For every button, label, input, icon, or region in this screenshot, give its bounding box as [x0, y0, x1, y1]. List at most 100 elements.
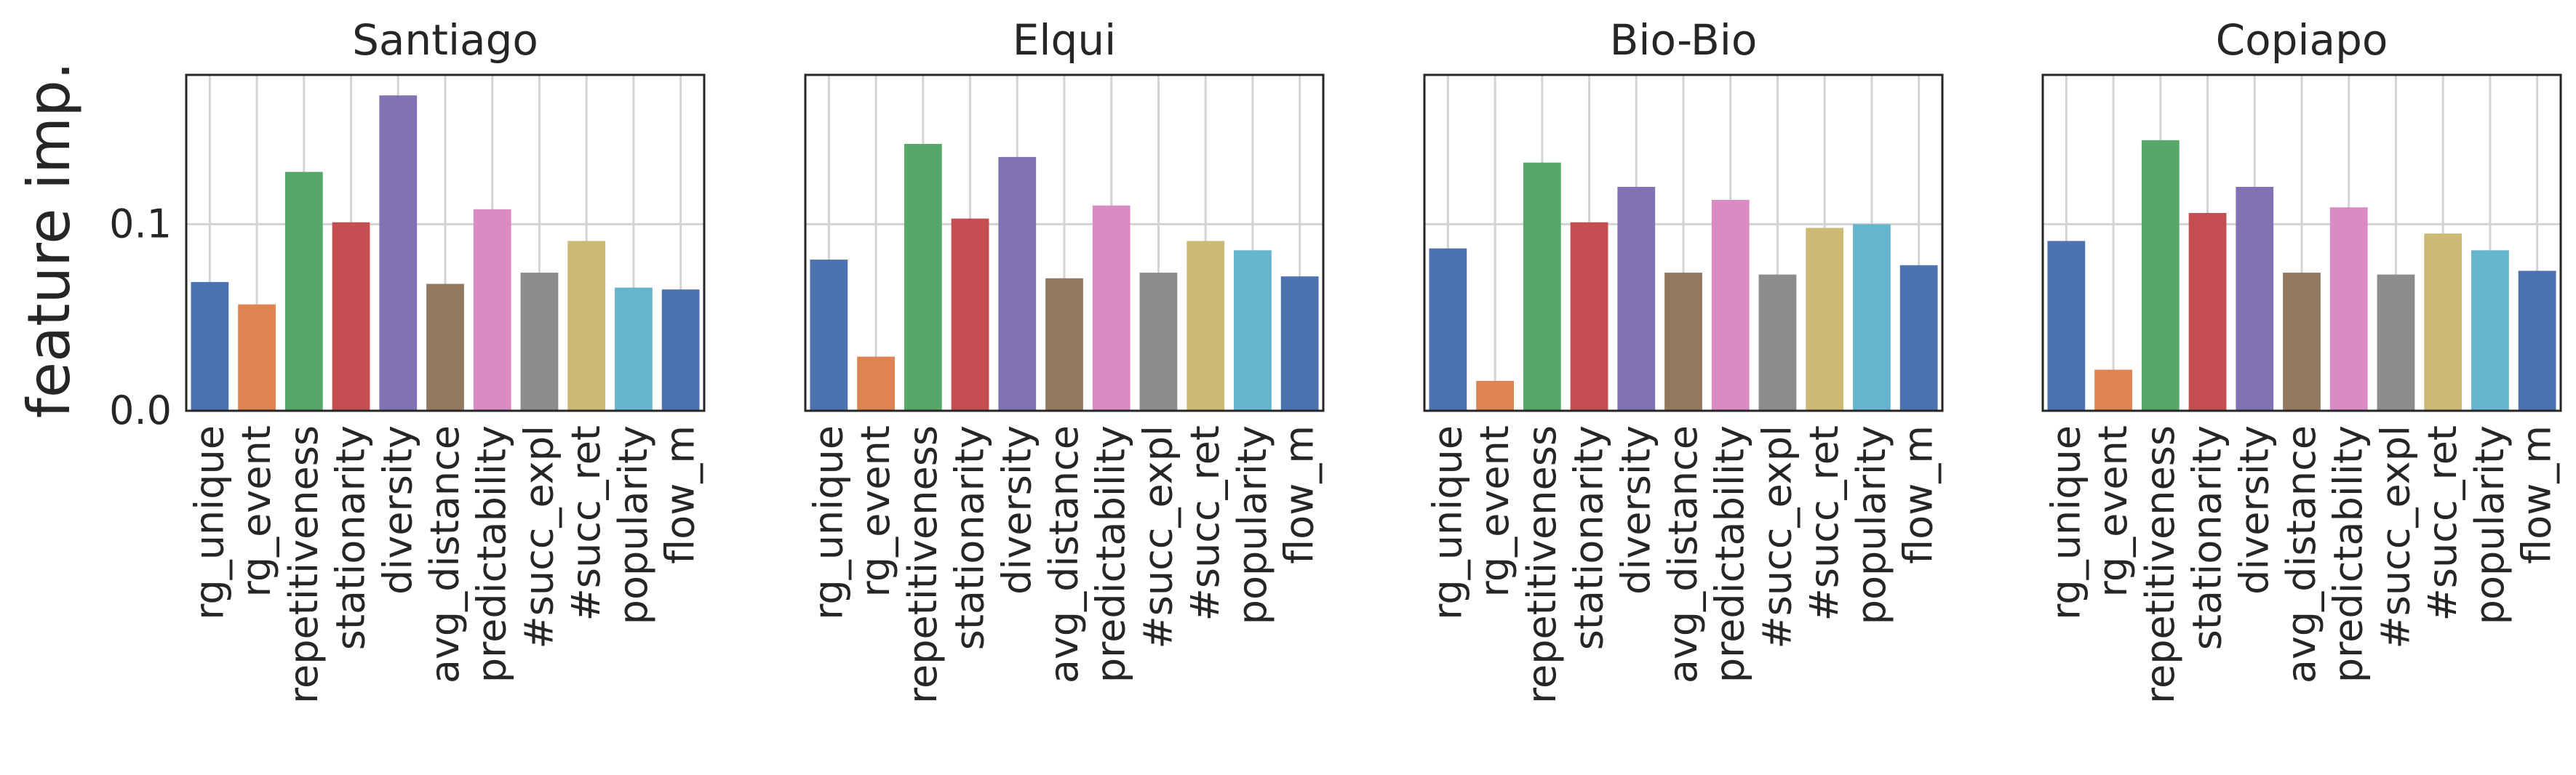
- x-tick-label: flow_m: [658, 425, 703, 564]
- x-tick-label: #succ_expl: [516, 425, 562, 649]
- bar-num-succ_expl: [1139, 273, 1178, 411]
- bar-diversity: [1617, 187, 1656, 411]
- bar-avg_distance: [1045, 278, 1083, 411]
- bar-popularity: [2471, 250, 2509, 411]
- x-tick-label: diversity: [994, 425, 1040, 595]
- bar-stationarity: [332, 222, 370, 411]
- bar-num-succ_expl: [2377, 274, 2415, 411]
- x-tick-label: #succ_ret: [563, 425, 609, 621]
- bar-repetitiveness: [904, 143, 942, 411]
- bar-repetitiveness: [2141, 140, 2180, 411]
- panel-elqui: Elqui rg_unique rg_event repetitiveness stat…: [804, 15, 1325, 704]
- x-tick-label: flow_m: [2514, 425, 2560, 564]
- x-tick-label: #succ_expl: [2372, 425, 2418, 649]
- x-tick-label: stationarity: [328, 425, 374, 650]
- x-tick-label: rg_unique: [805, 425, 851, 620]
- x-tick-label: avg_distance: [1041, 425, 1087, 683]
- panel-frame: [185, 73, 706, 412]
- bar-repetitiveness: [284, 172, 323, 411]
- y-tick-label: 0.1: [109, 201, 172, 246]
- bar-stationarity: [1570, 222, 1608, 411]
- bar-num-succ_ret: [1187, 241, 1225, 411]
- bar-avg_distance: [1664, 273, 1702, 411]
- x-tick-label: stationarity: [947, 425, 993, 650]
- bar-rg_unique: [191, 281, 229, 411]
- bar-num-succ_ret: [1806, 228, 1844, 411]
- bar-predictability: [2329, 207, 2368, 411]
- bar-flow_m: [1280, 276, 1319, 411]
- x-tick-label: popularity: [1229, 425, 1275, 625]
- bar-stationarity: [2188, 212, 2227, 411]
- panel-title: Santiago: [352, 15, 538, 65]
- bar-flow_m: [1899, 265, 1938, 411]
- x-tick-label: stationarity: [1566, 425, 1612, 650]
- x-tick-label: stationarity: [2185, 425, 2230, 650]
- y-tick-label: 0.0: [109, 388, 172, 433]
- bar-diversity: [379, 95, 418, 411]
- bar-num-succ_ret: [2424, 233, 2463, 411]
- x-tick-label: avg_distance: [422, 425, 468, 683]
- bar-flow_m: [661, 289, 700, 411]
- panel-title: Elqui: [1013, 15, 1116, 65]
- panel-bio-bio: Bio-Bio rg_unique rg_event repetitiveness st…: [1423, 15, 1944, 704]
- x-tick-label: predictability: [2326, 425, 2372, 683]
- bar-predictability: [473, 209, 511, 411]
- bar-num-succ_ret: [567, 241, 606, 411]
- x-tick-label: rg_unique: [186, 425, 232, 620]
- x-tick-label: rg_event: [2090, 425, 2136, 597]
- bar-rg_unique: [2047, 241, 2086, 411]
- x-tick-label: popularity: [610, 425, 656, 625]
- bar-avg_distance: [2283, 273, 2321, 411]
- x-tick-label: popularity: [1849, 425, 1894, 625]
- panel-santiago: Santiago rg_unique rg_event repetitiveness s…: [109, 15, 706, 704]
- x-tick-label: #succ_ret: [1801, 425, 1847, 621]
- bar-predictability: [1711, 199, 1750, 411]
- bar-popularity: [1853, 224, 1891, 411]
- x-tick-label: diversity: [375, 425, 420, 595]
- x-tick-label: repetitiveness: [1519, 425, 1565, 704]
- x-tick-label: rg_event: [1472, 425, 1518, 597]
- panel-frame: [2041, 73, 2562, 412]
- x-tick-label: #succ_ret: [2420, 425, 2465, 621]
- panel-title: Copiapo: [2216, 15, 2388, 65]
- x-tick-label: flow_m: [1277, 425, 1323, 564]
- bar-stationarity: [951, 218, 989, 411]
- bar-diversity: [998, 156, 1037, 411]
- x-tick-label: avg_distance: [2278, 425, 2324, 683]
- panel-frame: [804, 73, 1325, 412]
- bar-rg_event: [857, 356, 895, 411]
- x-tick-label: flow_m: [1896, 425, 1942, 564]
- bar-avg_distance: [426, 284, 464, 411]
- bar-num-succ_expl: [520, 273, 559, 411]
- panel-frame: [1423, 73, 1944, 412]
- x-tick-label: predictability: [1707, 425, 1753, 683]
- bar-rg_unique: [1429, 248, 1467, 411]
- x-tick-label: rg_unique: [1424, 425, 1470, 620]
- x-tick-label: popularity: [2467, 425, 2513, 625]
- x-tick-label: repetitiveness: [2137, 425, 2183, 704]
- x-tick-label: rg_event: [234, 425, 279, 597]
- panel-title: Bio-Bio: [1610, 15, 1758, 65]
- y-axis-label: feature imp.: [15, 62, 83, 419]
- x-tick-label: diversity: [2231, 425, 2277, 595]
- bar-rg_unique: [810, 260, 848, 411]
- x-tick-label: rg_unique: [2043, 425, 2089, 620]
- bar-flow_m: [2518, 270, 2556, 411]
- bar-diversity: [2236, 187, 2274, 411]
- x-tick-label: repetitiveness: [281, 425, 327, 704]
- x-tick-label: #succ_ret: [1182, 425, 1228, 621]
- x-tick-label: repetitiveness: [900, 425, 946, 704]
- x-tick-label: rg_event: [853, 425, 898, 597]
- x-tick-label: predictability: [1088, 425, 1134, 683]
- bar-popularity: [615, 287, 653, 411]
- bar-rg_event: [2094, 369, 2132, 411]
- bar-predictability: [1092, 205, 1131, 411]
- x-tick-label: avg_distance: [1660, 425, 1706, 683]
- x-tick-label: diversity: [1613, 425, 1659, 595]
- bar-rg_event: [238, 304, 276, 411]
- bar-popularity: [1234, 250, 1272, 411]
- x-tick-label: #succ_expl: [1135, 425, 1181, 649]
- bar-repetitiveness: [1523, 162, 1561, 411]
- bar-rg_event: [1476, 380, 1514, 411]
